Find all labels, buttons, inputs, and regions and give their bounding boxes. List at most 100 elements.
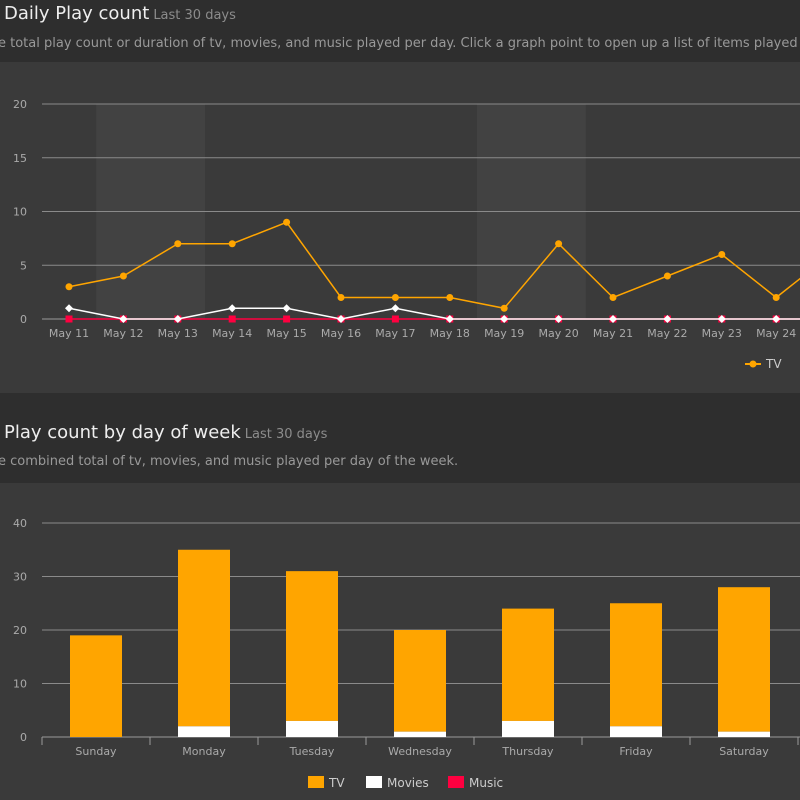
bar-tv[interactable] <box>718 587 770 732</box>
bar-tv[interactable] <box>502 608 554 721</box>
movies-point[interactable] <box>500 315 509 323</box>
legend-tv-label: TV <box>328 776 345 790</box>
weekly-chart-area: 0 10 20 30 40 Sunday Monday Tuesday Wednesday Thu… <box>0 483 800 800</box>
movies-point[interactable] <box>65 304 73 313</box>
x-tick-label: May 19 <box>484 327 524 340</box>
y-tick-label: 0 <box>20 313 27 326</box>
bar-movies[interactable] <box>610 726 662 737</box>
y-tick-label: 0 <box>20 731 27 744</box>
bar-movies[interactable] <box>718 731 770 737</box>
tv-point[interactable] <box>283 218 291 226</box>
movies-point[interactable] <box>173 315 182 323</box>
movies-point[interactable] <box>119 315 128 323</box>
weekly-title: Play count by day of week Last 30 days <box>4 422 327 443</box>
y-tick-label: 10 <box>13 678 27 691</box>
weekly-header: Play count by day of week Last 30 days e … <box>0 393 800 483</box>
x-tick-label: May 18 <box>430 327 470 340</box>
music-point[interactable] <box>228 315 236 323</box>
legend-music-label: Music <box>469 776 503 790</box>
tv-point[interactable] <box>446 294 454 301</box>
bar-tv[interactable] <box>394 630 446 732</box>
legend-movies-swatch <box>366 776 382 788</box>
x-tick-label: May 14 <box>212 327 252 340</box>
music-point[interactable] <box>283 315 291 323</box>
x-tick-label: May 23 <box>702 327 742 340</box>
weekly-legend[interactable]: TV Movies Music <box>308 776 503 790</box>
legend-music-swatch <box>448 776 464 788</box>
daily-legend[interactable]: TV <box>745 357 782 371</box>
y-tick-label: 20 <box>13 98 27 111</box>
tv-point[interactable] <box>174 240 182 248</box>
y-tick-label: 20 <box>13 624 27 637</box>
bar-movies[interactable] <box>502 720 554 737</box>
music-point[interactable] <box>391 315 399 323</box>
x-tick-label: May 24 <box>756 327 796 340</box>
bar-movies[interactable] <box>178 726 230 737</box>
legend-tv-marker <box>749 360 757 368</box>
music-point[interactable] <box>65 315 73 323</box>
tv-point[interactable] <box>609 294 617 301</box>
daily-line-chart[interactable]: 0 5 10 15 20 May 11 May 12 May 13 May 14 May 15 Ma… <box>0 62 800 393</box>
tv-point[interactable] <box>500 304 508 312</box>
x-tick-label: May 17 <box>375 327 415 340</box>
x-tick-label: May 13 <box>158 327 198 340</box>
bar-tv[interactable] <box>610 603 662 727</box>
x-tick-label: May 16 <box>321 327 361 340</box>
x-tick-label: Saturday <box>719 745 769 758</box>
bar-tv[interactable] <box>70 635 122 737</box>
daily-title-text: Daily Play count <box>4 3 150 24</box>
movies-point[interactable] <box>554 315 563 323</box>
weekly-description: e combined total of tv, movies, and musi… <box>0 454 459 469</box>
x-tick-label: May 20 <box>538 327 578 340</box>
bar-movies[interactable] <box>286 720 338 737</box>
movies-point[interactable] <box>228 304 237 313</box>
x-tick-label: May 11 <box>49 327 89 340</box>
y-tick-label: 5 <box>20 259 27 272</box>
x-tick-label: Wednesday <box>388 745 452 758</box>
legend-tv-label: TV <box>765 357 782 371</box>
daily-subtitle: Last 30 days <box>153 8 236 23</box>
x-tick-label: Thursday <box>501 745 554 758</box>
tv-point[interactable] <box>337 294 345 301</box>
movies-point[interactable] <box>663 315 672 323</box>
movies-point[interactable] <box>609 315 617 323</box>
movies-point[interactable] <box>282 304 291 313</box>
x-tick-label: Sunday <box>75 745 117 758</box>
tv-point[interactable] <box>772 294 780 301</box>
tv-point[interactable] <box>119 272 127 280</box>
tv-point[interactable] <box>555 240 563 248</box>
movies-point[interactable] <box>445 315 454 323</box>
y-tick-label: 40 <box>13 517 27 530</box>
daily-title: Daily Play count Last 30 days <box>4 3 236 24</box>
y-tick-label: 30 <box>13 571 27 584</box>
weekly-bar-chart[interactable]: 0 10 20 30 40 Sunday Monday Tuesday Wednesday Thu… <box>0 483 800 800</box>
movies-point[interactable] <box>391 304 400 313</box>
bar-movies[interactable] <box>394 731 446 737</box>
x-tick-label: Friday <box>619 745 653 758</box>
legend-movies-label: Movies <box>387 776 429 790</box>
daily-header: Daily Play count Last 30 days e total pla… <box>0 0 800 62</box>
movies-point[interactable] <box>772 315 781 323</box>
x-tick-label: May 15 <box>266 327 306 340</box>
tv-point[interactable] <box>391 294 399 301</box>
x-tick-label: May 21 <box>593 327 633 340</box>
tv-point[interactable] <box>228 240 236 248</box>
y-tick-label: 15 <box>13 152 27 165</box>
bar-tv[interactable] <box>178 549 230 727</box>
daily-description: e total play count or duration of tv, mo… <box>0 36 800 51</box>
tv-point[interactable] <box>718 251 726 258</box>
movies-point[interactable] <box>337 315 345 323</box>
x-tick-label: May 12 <box>103 327 143 340</box>
x-tick-label: Tuesday <box>289 745 335 758</box>
tv-point[interactable] <box>65 283 73 291</box>
tv-point[interactable] <box>663 272 671 280</box>
weekly-subtitle: Last 30 days <box>244 427 328 442</box>
movies-point[interactable] <box>717 315 726 323</box>
weekly-title-text: Play count by day of week <box>4 422 241 443</box>
bar-tv[interactable] <box>286 571 338 721</box>
y-tick-label: 10 <box>13 206 27 219</box>
daily-chart-area: 0 5 10 15 20 May 11 May 12 May 13 May 14 May 15 Ma… <box>0 62 800 393</box>
x-tick-label: Monday <box>182 745 226 758</box>
legend-tv-swatch <box>308 776 324 788</box>
x-tick-label: May 22 <box>647 327 687 340</box>
